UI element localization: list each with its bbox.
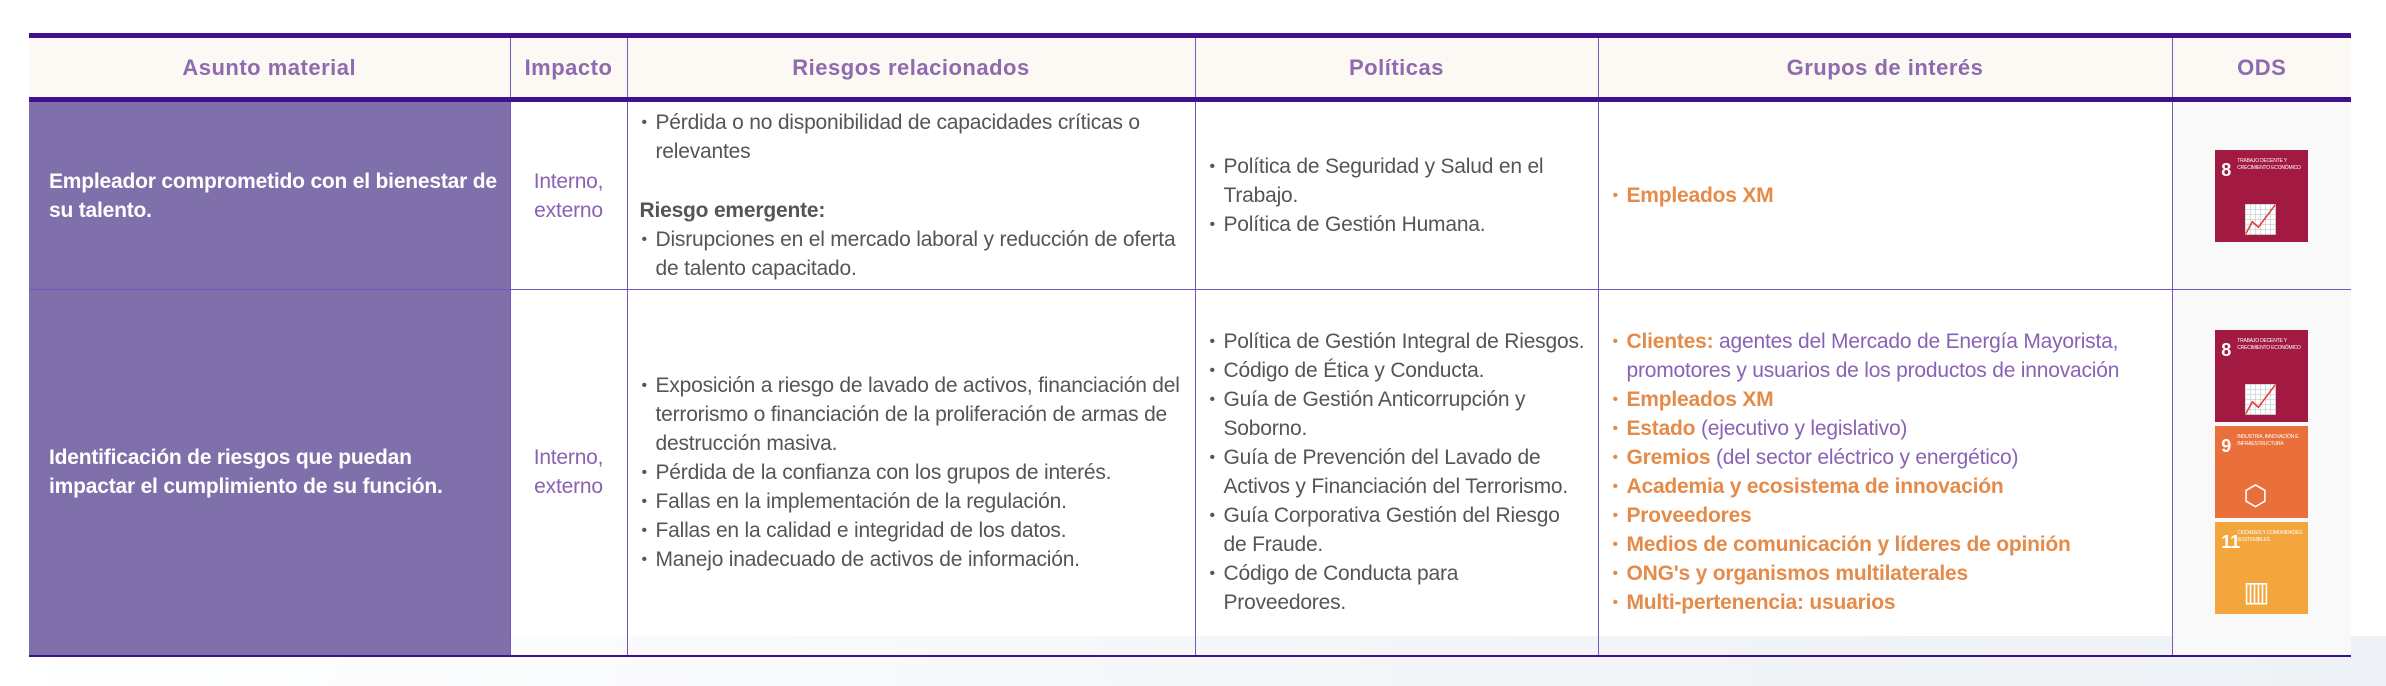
stakeholder-name: Academia y ecosistema de innovación <box>1626 475 2004 499</box>
sdg-11-badge: 11 Ciudades y comunidades sostenibles ▥ <box>2215 522 2309 615</box>
stakeholder-item: Medios de comunicación y líderes de opin… <box>1611 530 2160 559</box>
riesgos-cell: Pérdida o no disponibilidad de capacidad… <box>626 99 1196 290</box>
stakeholder-item: Empleados XM <box>1611 385 2160 414</box>
header-ods: ODS <box>2171 33 2351 102</box>
sdg-9-badge: 9 Industria, innovación e infraestructura… <box>2215 426 2309 519</box>
policy-item: Guía de Gestión Anticorrupción y Soborno… <box>1208 385 1586 443</box>
stakeholder-name: ONG's y organismos multilaterales <box>1626 562 1969 586</box>
emerging-risk-list: Disrupciones en el mercado laboral y red… <box>640 225 1183 283</box>
stakeholder-item: Academia y ecosistema de innovación <box>1611 472 2160 501</box>
risk-item: Fallas en la implementación de la regula… <box>640 487 1183 516</box>
ods-cell: 8 Trabajo decente y crecimiento económico… <box>2171 99 2351 290</box>
policy-list: Política de Gestión Integral de Riesgos.… <box>1208 327 1586 617</box>
politicas-cell: Política de Gestión Integral de Riesgos.… <box>1194 289 1599 657</box>
sdg-label: Trabajo decente y crecimiento económico <box>2237 157 2301 171</box>
policy-item: Código de Ética y Conducta. <box>1208 356 1586 385</box>
policy-item: Política de Gestión Integral de Riesgos. <box>1208 327 1586 356</box>
risk-item: Pérdida o no disponibilidad de capacidad… <box>640 108 1183 166</box>
riesgos-cell: Exposición a riesgo de lavado de activos… <box>626 289 1196 657</box>
stakeholder-item: Clientes: agentes del Mercado de Energía… <box>1611 327 2160 385</box>
stakeholder-item: Estado (ejecutivo y legislativo) <box>1611 414 2160 443</box>
sdg-label: Industria, innovación e infraestructura <box>2237 434 2299 448</box>
stakeholder-name: Empleados XM <box>1626 388 1774 412</box>
grupos-cell: Empleados XM <box>1597 99 2173 290</box>
sdg-8-badge: 8 Trabajo decente y crecimiento económico… <box>2215 330 2309 423</box>
risk-item: Exposición a riesgo de lavado de activos… <box>640 371 1183 458</box>
sdg-number: 9 <box>2221 436 2232 457</box>
asunto-cell: Empleador comprometido con el bienestar … <box>29 99 511 290</box>
stakeholder-name: Estado <box>1626 417 1696 441</box>
stakeholder-description: (del sector eléctrico y energético) <box>1710 446 2019 470</box>
risk-item: Pérdida de la confianza con los grupos d… <box>640 458 1183 487</box>
policy-item: Guía Corporativa Gestión del Riesgo de F… <box>1208 501 1586 559</box>
sdg-label: Ciudades y comunidades sostenibles <box>2237 530 2303 544</box>
asunto-cell: Identificación de riesgos que puedan imp… <box>29 289 511 657</box>
stakeholder-item: ONG's y organismos multilaterales <box>1611 559 2160 588</box>
policy-list: Política de Seguridad y Salud en el Trab… <box>1208 152 1586 239</box>
sdg-number: 8 <box>2221 340 2232 361</box>
policy-item: Guía de Prevención del Lavado de Activos… <box>1208 443 1586 501</box>
risk-item: Manejo inadecuado de activos de informac… <box>640 545 1183 574</box>
impacto-cell: Interno, externo <box>509 289 628 657</box>
politicas-cell: Política de Seguridad y Salud en el Trab… <box>1194 99 1599 290</box>
stakeholder-name: Clientes: <box>1626 330 1714 354</box>
risk-item: Fallas en la calidad e integridad de los… <box>640 516 1183 545</box>
stakeholder-name: Gremios <box>1626 446 1711 470</box>
sdg-label: Trabajo decente y crecimiento económico <box>2237 338 2301 352</box>
ods-cell: 8 Trabajo decente y crecimiento económico… <box>2171 289 2351 657</box>
growth-chart-icon: 📈 <box>2243 384 2278 416</box>
stakeholder-item: Empleados XM <box>1611 181 2160 210</box>
stakeholder-description: (ejecutivo y legislativo) <box>1695 417 1908 441</box>
sdg-number: 11 <box>2221 532 2240 553</box>
header-row: Asunto material Impacto Riesgos relacion… <box>29 33 2351 102</box>
table-row: Identificación de riesgos que puedan imp… <box>29 289 2351 657</box>
city-icon: ▥ <box>2243 576 2270 608</box>
emerging-risk-item: Disrupciones en el mercado laboral y red… <box>640 225 1183 283</box>
risk-list: Exposición a riesgo de lavado de activos… <box>640 371 1183 574</box>
policy-item: Política de Gestión Humana. <box>1208 210 1586 239</box>
stakeholder-item: Multi-pertenencia: usuarios <box>1611 588 2160 617</box>
stakeholder-name: Empleados XM <box>1626 184 1774 207</box>
material-topics-table: Asunto material Impacto Riesgos relacion… <box>29 33 2351 657</box>
stakeholder-name: Medios de comunicación y líderes de opin… <box>1626 533 2071 557</box>
stakeholder-list: Clientes: agentes del Mercado de Energía… <box>1611 327 2160 617</box>
header-riesgos: Riesgos relacionados <box>626 33 1196 102</box>
stakeholder-item: Gremios (del sector eléctrico y energéti… <box>1611 443 2160 472</box>
policy-item: Política de Seguridad y Salud en el Trab… <box>1208 152 1586 210</box>
header-asunto: Asunto material <box>29 33 511 102</box>
grupos-cell: Clientes: agentes del Mercado de Energía… <box>1597 289 2173 657</box>
emerging-risk-label: Riesgo emergente: <box>639 199 826 222</box>
stakeholder-list: Empleados XM <box>1611 181 2160 210</box>
header-grupos: Grupos de interés <box>1597 33 2173 102</box>
header-politicas: Políticas <box>1194 33 1599 102</box>
sdg-number: 8 <box>2221 159 2232 180</box>
stakeholder-name: Proveedores <box>1626 504 1752 528</box>
growth-chart-icon: 📈 <box>2243 203 2278 235</box>
stakeholder-item: Proveedores <box>1611 501 2160 530</box>
stakeholder-name: Multi-pertenencia: usuarios <box>1626 591 1896 615</box>
impacto-cell: Interno, externo <box>509 99 628 290</box>
risk-list: Pérdida o no disponibilidad de capacidad… <box>640 108 1183 166</box>
policy-item: Código de Conducta para Proveedores. <box>1208 559 1586 617</box>
cubes-icon: ⬡ <box>2243 480 2268 512</box>
stakeholder-description: agentes del Mercado de Energía Mayorista… <box>1626 330 2120 383</box>
table-row: Empleador comprometido con el bienestar … <box>29 99 2351 290</box>
sdg-8-badge: 8 Trabajo decente y crecimiento económico… <box>2215 149 2309 242</box>
header-impacto: Impacto <box>509 33 628 102</box>
